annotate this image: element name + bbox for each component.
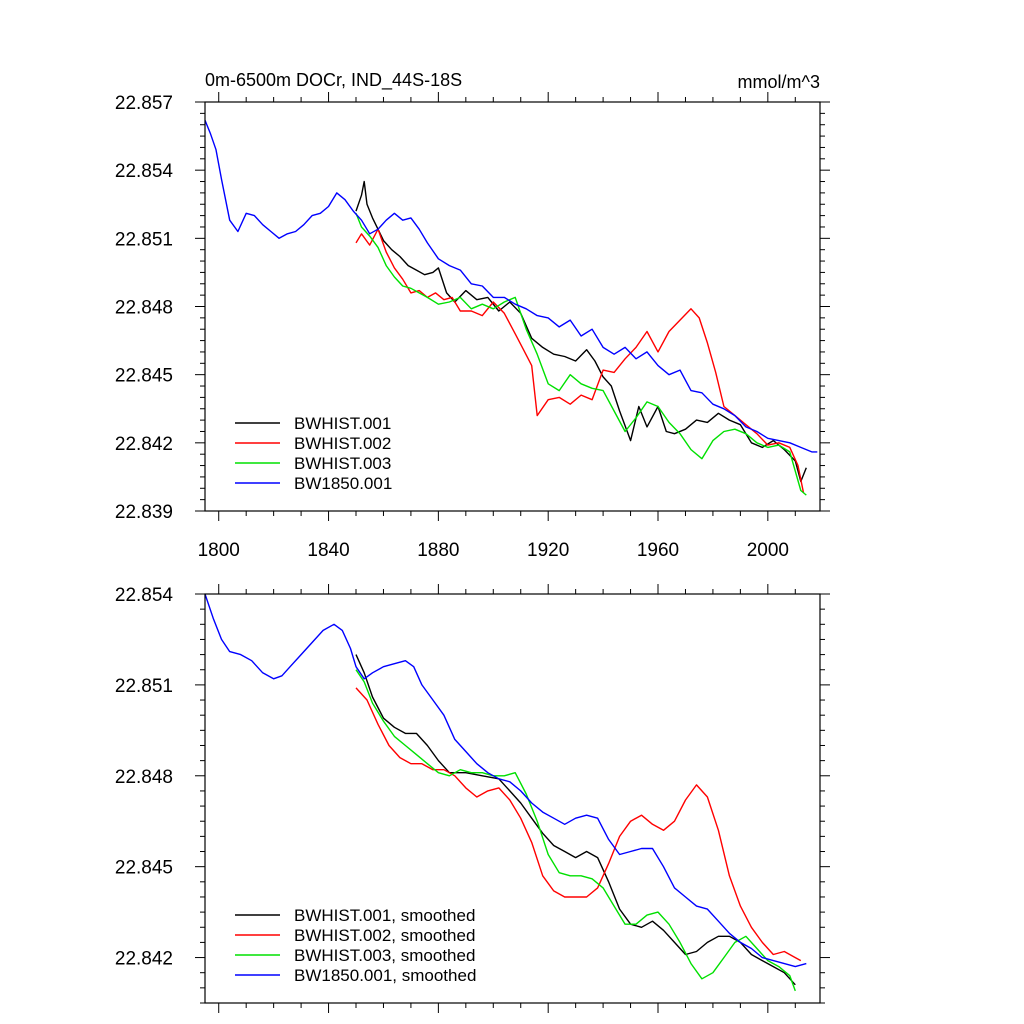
x-tick-label: 1880 — [417, 540, 459, 561]
series-line — [355, 669, 796, 992]
legend-label: BWHIST.002 — [294, 434, 391, 453]
x-tick-label: 1960 — [637, 540, 679, 561]
chart-title: 0m-6500m DOCr, IND_44S-18S — [205, 70, 462, 91]
y-tick-label: 22.851 — [115, 676, 173, 697]
units-label: mmol/m^3 — [738, 72, 820, 92]
legend-label: BWHIST.003 — [294, 454, 391, 473]
x-tick-label: 1920 — [527, 540, 569, 561]
y-tick-label: 22.857 — [115, 93, 173, 114]
legend-label: BWHIST.001 — [294, 414, 391, 433]
y-tick-label: 22.842 — [115, 949, 173, 970]
legend-label: BWHIST.003, smoothed — [294, 946, 475, 965]
x-tick-label: 2000 — [747, 540, 789, 561]
series-line — [204, 593, 807, 968]
bottom-panel: 22.842 22.845 22.848 22.851 22.854 BWHIST.00… — [115, 584, 830, 1013]
y-tick-label: 22.839 — [115, 502, 173, 523]
series-line — [355, 654, 796, 986]
y-tick-label: 22.848 — [115, 767, 173, 788]
series-line — [204, 119, 818, 453]
y-tick-label: 22.845 — [115, 366, 173, 387]
x-tick-label: 1800 — [198, 540, 240, 561]
y-tick-label: 22.854 — [115, 585, 174, 606]
y-tick-label: 22.842 — [115, 434, 173, 455]
x-tick-label: 1840 — [307, 540, 349, 561]
y-tick-label: 22.851 — [115, 229, 173, 250]
legend-label: BWHIST.002, smoothed — [294, 926, 475, 945]
y-tick-label: 22.848 — [115, 298, 173, 319]
series-line — [355, 180, 807, 483]
series-line — [355, 228, 805, 493]
top-panel: 0m-6500m DOCr, IND_44S-18S mmol/m^3 1800… — [115, 70, 830, 561]
plot-frame — [204, 593, 821, 1004]
legend-label: BWHIST.001, smoothed — [294, 906, 475, 925]
legend-label: BW1850.001, smoothed — [294, 966, 476, 985]
y-tick-label: 22.845 — [115, 858, 173, 879]
y-tick-label: 22.854 — [115, 161, 174, 182]
series-line — [355, 687, 802, 962]
series-line — [355, 213, 807, 496]
legend-label: BW1850.001 — [294, 474, 392, 493]
